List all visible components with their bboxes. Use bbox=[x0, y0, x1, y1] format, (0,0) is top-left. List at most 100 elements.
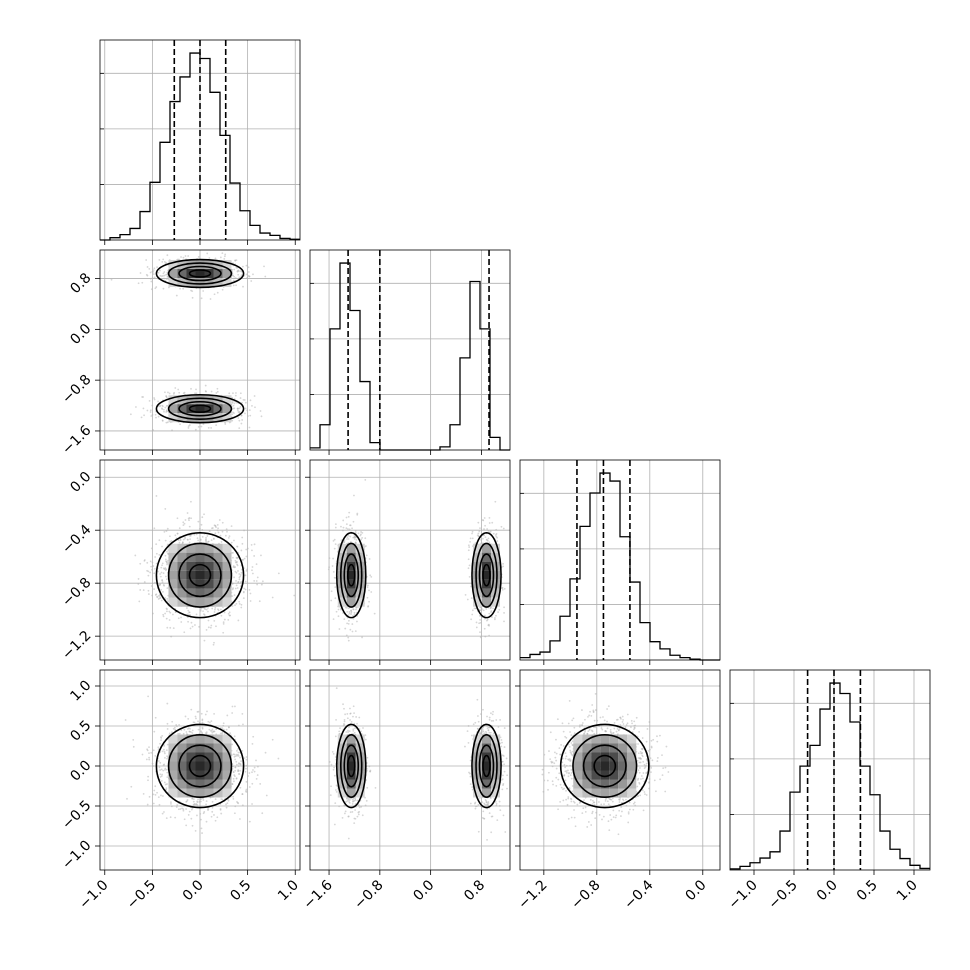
sample-point bbox=[503, 612, 505, 614]
sample-point bbox=[244, 407, 247, 410]
sample-point bbox=[469, 537, 472, 540]
density-cell bbox=[195, 268, 205, 278]
sample-point bbox=[494, 617, 496, 619]
sample-point bbox=[238, 724, 240, 727]
sample-point bbox=[467, 544, 470, 547]
sample-point bbox=[231, 605, 234, 607]
sample-point bbox=[238, 419, 241, 422]
sample-point bbox=[147, 574, 150, 577]
density-cell bbox=[346, 579, 356, 589]
sample-point bbox=[137, 578, 140, 580]
sample-point bbox=[162, 258, 165, 261]
sample-point bbox=[157, 760, 160, 762]
sample-point bbox=[349, 541, 352, 543]
sample-point bbox=[157, 746, 160, 749]
sample-point bbox=[135, 406, 137, 408]
sample-point bbox=[206, 535, 209, 537]
sample-point bbox=[220, 608, 222, 611]
sample-point bbox=[165, 395, 168, 397]
density-cell bbox=[186, 561, 196, 571]
sample-point bbox=[234, 758, 237, 761]
sample-point bbox=[152, 429, 154, 431]
sample-point bbox=[366, 584, 369, 587]
sample-point bbox=[184, 255, 187, 257]
density-cell bbox=[482, 561, 492, 571]
density-cell bbox=[186, 413, 196, 423]
sample-point bbox=[166, 410, 168, 413]
density-layer bbox=[110, 252, 267, 432]
sample-point bbox=[154, 287, 157, 290]
sample-point bbox=[124, 719, 127, 721]
sample-point bbox=[163, 410, 165, 413]
density-layer bbox=[134, 495, 296, 646]
sample-point bbox=[503, 587, 506, 590]
sample-point bbox=[184, 537, 186, 540]
density-cell bbox=[204, 543, 214, 553]
sample-point bbox=[246, 568, 248, 571]
histogram-p1 bbox=[100, 52, 300, 241]
sample-point bbox=[480, 538, 483, 541]
sample-point bbox=[277, 572, 280, 575]
sample-point bbox=[233, 594, 236, 597]
density-cell bbox=[213, 588, 223, 598]
sample-point bbox=[214, 608, 216, 611]
sample-point bbox=[203, 513, 205, 516]
sample-point bbox=[492, 532, 495, 535]
sample-point bbox=[368, 589, 370, 592]
sample-point bbox=[244, 770, 247, 773]
sample-point bbox=[234, 259, 237, 262]
sample-point bbox=[189, 534, 192, 537]
contour-level bbox=[155, 258, 245, 289]
density-cell bbox=[213, 579, 223, 589]
sample-point bbox=[488, 522, 491, 524]
sample-point bbox=[185, 824, 188, 827]
sample-point bbox=[238, 407, 241, 410]
sample-point bbox=[484, 635, 487, 638]
sample-point bbox=[259, 410, 262, 412]
sample-point bbox=[214, 524, 217, 527]
sample-point bbox=[197, 539, 200, 542]
density-cell bbox=[473, 570, 483, 580]
density-cell bbox=[186, 543, 196, 553]
histogram-p2 bbox=[310, 262, 510, 451]
sample-point bbox=[199, 609, 202, 612]
density-cell bbox=[195, 543, 205, 553]
histogram-p3 bbox=[520, 472, 720, 661]
density-cell bbox=[204, 404, 214, 414]
sample-point bbox=[231, 413, 234, 416]
sample-point bbox=[154, 793, 157, 796]
sample-point bbox=[500, 525, 503, 528]
sample-point bbox=[145, 259, 148, 261]
sample-point bbox=[216, 523, 219, 526]
sample-point bbox=[340, 539, 343, 542]
sample-point bbox=[205, 820, 208, 823]
sample-point bbox=[355, 606, 358, 609]
sample-point bbox=[163, 277, 165, 280]
sample-point bbox=[205, 629, 208, 631]
sample-point bbox=[161, 579, 164, 582]
sample-point bbox=[237, 570, 239, 572]
sample-point bbox=[180, 729, 183, 732]
sample-point bbox=[177, 617, 180, 620]
sample-point bbox=[177, 258, 179, 261]
sample-point bbox=[153, 397, 155, 399]
sample-point bbox=[354, 630, 357, 633]
sample-point bbox=[482, 609, 485, 612]
sample-point bbox=[357, 532, 360, 535]
sample-point bbox=[226, 530, 228, 533]
density-cell bbox=[482, 552, 492, 562]
sample-point bbox=[178, 723, 181, 726]
sample-point bbox=[161, 545, 163, 548]
sample-point bbox=[240, 581, 242, 583]
sample-point bbox=[479, 621, 482, 624]
sample-point bbox=[342, 529, 344, 532]
sample-point bbox=[187, 427, 190, 429]
density-cell bbox=[346, 561, 356, 571]
sample-point bbox=[354, 541, 357, 544]
sample-point bbox=[213, 641, 215, 644]
density-cell bbox=[491, 597, 501, 607]
sample-point bbox=[345, 523, 348, 526]
sample-point bbox=[195, 388, 197, 391]
sample-point bbox=[175, 294, 178, 297]
sample-point bbox=[503, 620, 505, 623]
